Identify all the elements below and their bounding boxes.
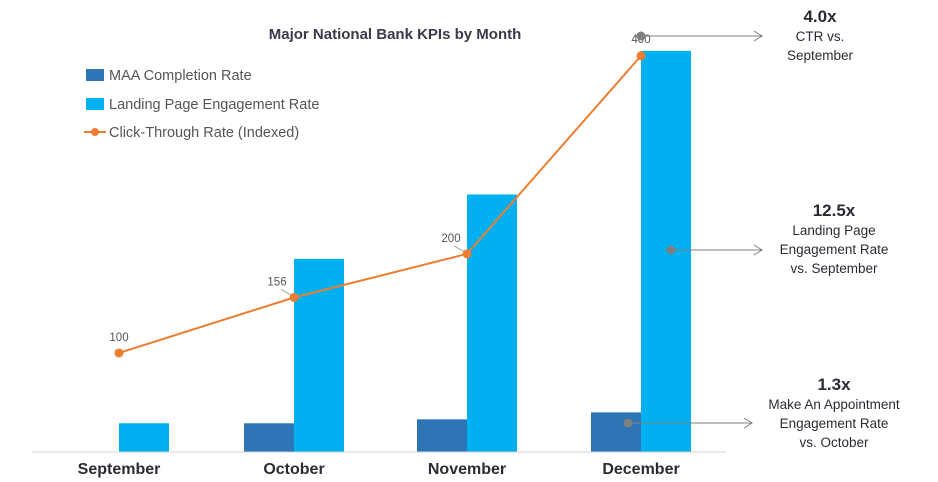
arrow-head-icon bbox=[753, 30, 763, 42]
annotation-anchor bbox=[666, 245, 676, 255]
bar-landing-september bbox=[119, 423, 169, 452]
legend-marker bbox=[91, 128, 99, 136]
annotation-value: 1.3x bbox=[817, 375, 851, 394]
annotation-value: 4.0x bbox=[803, 7, 837, 26]
legend-swatch bbox=[86, 69, 104, 81]
ctr-point-december bbox=[636, 51, 646, 61]
annotation-value: 12.5x bbox=[813, 201, 856, 220]
x-tick-september: September bbox=[78, 461, 161, 478]
annotation-text: Engagement Rate bbox=[780, 242, 889, 257]
annotation-text: CTR vs. bbox=[796, 29, 845, 44]
bar-landing-november bbox=[467, 194, 517, 452]
data-label-leader bbox=[453, 245, 466, 253]
annotation-text: September bbox=[787, 48, 854, 63]
bar-layer bbox=[119, 50, 691, 452]
ctr-point-november bbox=[462, 249, 472, 259]
legend-label: Click-Through Rate (Indexed) bbox=[109, 125, 299, 141]
legend-label: MAA Completion Rate bbox=[109, 68, 252, 84]
annotation-layer: 4.0x CTR vs. September 12.5x Landing Page Eng… bbox=[623, 7, 900, 450]
legend: MAA Completion Rate Landing Page Engageme… bbox=[84, 68, 319, 141]
bar-landing-december bbox=[641, 50, 691, 452]
annotation-text: vs. October bbox=[799, 435, 869, 450]
legend-swatch bbox=[86, 98, 104, 110]
x-tick-labels: September October November December bbox=[78, 461, 680, 478]
bar-maa-december bbox=[591, 412, 641, 452]
bar-maa-october bbox=[244, 423, 294, 452]
bar-maa-november bbox=[417, 419, 467, 452]
data-label: 100 bbox=[109, 332, 128, 344]
arrow-head-icon bbox=[743, 417, 753, 429]
annotation-text: Engagement Rate bbox=[780, 416, 889, 431]
annotation-anchor bbox=[623, 418, 633, 428]
data-label: 200 bbox=[441, 233, 460, 245]
ctr-point-september bbox=[114, 348, 124, 358]
chart-title: Major National Bank KPIs by Month bbox=[269, 26, 522, 43]
annotation-text: Landing Page bbox=[792, 223, 875, 238]
x-tick-november: November bbox=[428, 461, 506, 478]
bar-landing-october bbox=[294, 258, 344, 452]
data-label: 156 bbox=[267, 276, 286, 288]
ctr-point-october bbox=[289, 292, 299, 302]
annotation-anchor bbox=[636, 31, 646, 41]
x-tick-december: December bbox=[602, 461, 679, 478]
legend-label: Landing Page Engagement Rate bbox=[109, 97, 319, 113]
ctr-line bbox=[118, 55, 642, 354]
data-label-leader bbox=[280, 289, 293, 296]
x-tick-october: October bbox=[263, 461, 324, 478]
annotation-text: Make An Appointment bbox=[768, 397, 900, 412]
arrow-head-icon bbox=[753, 244, 763, 256]
annotation-text: vs. September bbox=[790, 261, 878, 276]
